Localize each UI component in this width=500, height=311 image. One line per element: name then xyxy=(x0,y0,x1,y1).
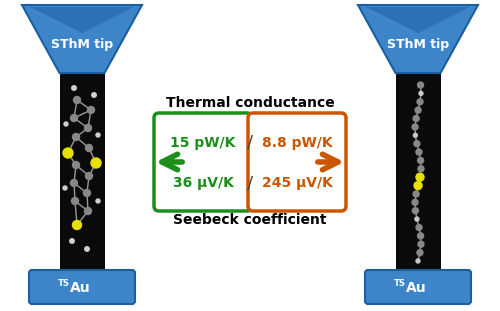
Circle shape xyxy=(416,259,420,263)
Polygon shape xyxy=(366,7,470,33)
Circle shape xyxy=(70,239,74,243)
Text: SThM tip: SThM tip xyxy=(51,38,113,51)
Circle shape xyxy=(416,225,422,230)
Circle shape xyxy=(72,220,82,230)
Circle shape xyxy=(92,93,96,97)
Circle shape xyxy=(63,186,67,190)
Circle shape xyxy=(74,96,80,104)
Text: TS: TS xyxy=(394,278,406,287)
Circle shape xyxy=(418,241,424,247)
Bar xyxy=(396,73,440,273)
Text: /: / xyxy=(247,134,253,152)
Circle shape xyxy=(63,148,73,158)
Circle shape xyxy=(91,158,101,168)
Circle shape xyxy=(72,133,80,141)
Circle shape xyxy=(84,189,90,197)
Circle shape xyxy=(86,145,92,151)
Circle shape xyxy=(412,124,418,130)
Text: SThM tip: SThM tip xyxy=(387,38,449,51)
Circle shape xyxy=(72,161,80,169)
Circle shape xyxy=(70,114,78,122)
Circle shape xyxy=(84,124,91,132)
Polygon shape xyxy=(22,5,142,73)
Circle shape xyxy=(419,91,423,95)
Text: Thermal conductance: Thermal conductance xyxy=(166,96,334,110)
Text: TS: TS xyxy=(58,278,70,287)
Circle shape xyxy=(414,141,420,147)
Text: 15 pW/K: 15 pW/K xyxy=(170,136,235,150)
Circle shape xyxy=(88,106,94,114)
Circle shape xyxy=(418,82,424,88)
Text: Au: Au xyxy=(406,281,426,295)
Text: Seebeck coefficient: Seebeck coefficient xyxy=(174,213,327,227)
Circle shape xyxy=(64,122,68,126)
Circle shape xyxy=(418,166,424,172)
Circle shape xyxy=(70,179,78,187)
Circle shape xyxy=(96,199,100,203)
Circle shape xyxy=(85,247,89,251)
FancyBboxPatch shape xyxy=(365,270,471,304)
Circle shape xyxy=(86,173,92,179)
Circle shape xyxy=(412,199,418,205)
Circle shape xyxy=(417,99,423,105)
Circle shape xyxy=(418,233,424,239)
Polygon shape xyxy=(30,7,134,33)
Circle shape xyxy=(418,157,424,163)
Circle shape xyxy=(72,86,76,90)
Circle shape xyxy=(416,149,422,155)
Circle shape xyxy=(415,107,421,113)
Circle shape xyxy=(84,207,91,215)
Circle shape xyxy=(413,191,419,197)
FancyBboxPatch shape xyxy=(29,270,135,304)
Polygon shape xyxy=(358,5,478,73)
Text: /: / xyxy=(247,174,253,192)
Circle shape xyxy=(417,250,423,256)
Bar xyxy=(60,73,104,273)
Circle shape xyxy=(415,217,419,221)
Text: Au: Au xyxy=(70,281,90,295)
FancyBboxPatch shape xyxy=(154,113,252,211)
Circle shape xyxy=(413,115,419,122)
Circle shape xyxy=(72,197,78,205)
Text: 36 μV/K: 36 μV/K xyxy=(172,176,234,190)
Circle shape xyxy=(414,182,422,190)
Circle shape xyxy=(416,173,424,181)
FancyBboxPatch shape xyxy=(248,113,346,211)
Circle shape xyxy=(414,133,418,137)
Text: 245 μV/K: 245 μV/K xyxy=(262,176,332,190)
Text: 8.8 pW/K: 8.8 pW/K xyxy=(262,136,332,150)
Circle shape xyxy=(412,208,418,214)
Circle shape xyxy=(96,133,100,137)
